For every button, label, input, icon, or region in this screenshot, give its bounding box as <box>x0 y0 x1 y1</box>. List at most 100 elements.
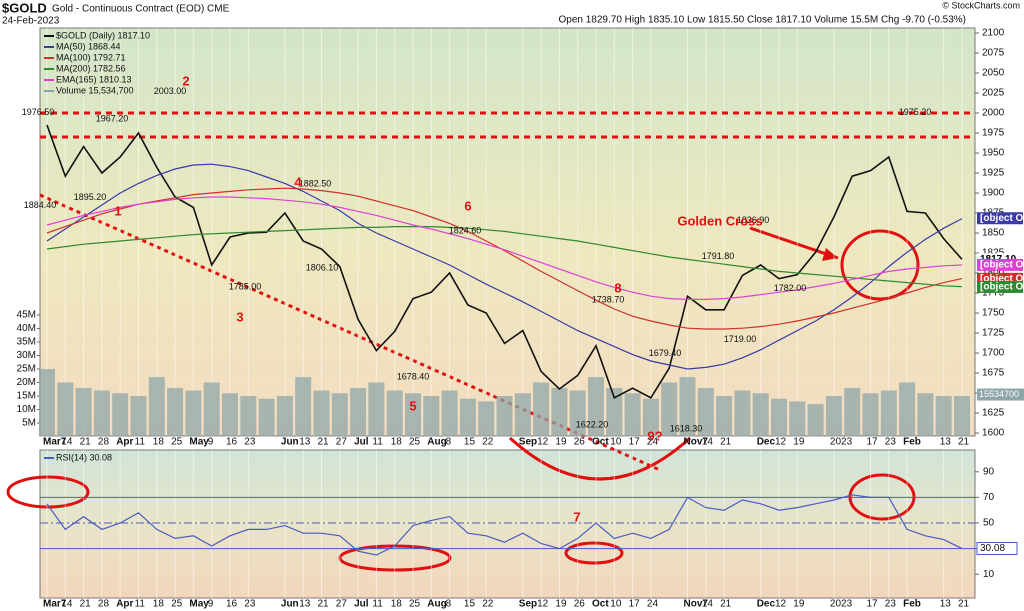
volume-bar <box>148 377 165 437</box>
volume-bar <box>258 398 275 437</box>
y2-tick-label: 10M <box>17 404 36 415</box>
volume-bar <box>844 387 861 437</box>
volume-bar <box>405 393 421 437</box>
volume-bar <box>899 382 916 437</box>
x-tick-label: 19 <box>555 599 567 610</box>
volume-bar <box>441 390 458 437</box>
legend-label: RSI(14) 30.08 <box>56 452 112 462</box>
x-tick-label: Apr <box>116 599 133 610</box>
x-tick-label: 28 <box>98 437 110 448</box>
volume-bar <box>57 382 74 437</box>
x-tick-label: 27 <box>336 599 348 610</box>
axis-tag-label: 30.08 <box>980 543 1005 554</box>
x-tick-label: 22 <box>482 437 494 448</box>
trend-line <box>39 193 661 472</box>
x-tick-label: Nov7 <box>684 437 709 448</box>
volume-bar <box>75 387 92 437</box>
x-tick-label: Feb <box>903 437 921 448</box>
volume-bar <box>734 390 751 437</box>
price-label: 1622.20 <box>576 420 609 430</box>
volume-bar <box>588 377 604 437</box>
y-tick-label: 1975 <box>982 128 1005 139</box>
x-tick-label: Jun <box>281 599 299 610</box>
x-tick-label: 28 <box>98 599 110 610</box>
y-tick-label: 1775 <box>982 288 1005 299</box>
volume-bar <box>954 396 970 437</box>
x-tick-label: 27 <box>336 437 348 448</box>
price-label: 1785.00 <box>229 281 262 291</box>
x-tick-label: Jul <box>354 437 369 448</box>
price-label: 1782.00 <box>774 283 807 293</box>
volume-bar <box>771 398 787 437</box>
y2-tick-label: 5M <box>22 418 36 429</box>
x-tick-label: Mar7 <box>43 599 67 610</box>
y2-tick-label: 45M <box>17 310 36 321</box>
price-label: 1791.80 <box>702 251 735 261</box>
x-tick-label: 22 <box>482 599 494 610</box>
volume-bar <box>313 390 330 437</box>
axis-tag <box>977 212 1023 225</box>
x-tick-label: 12 <box>537 599 549 610</box>
volume-bar <box>716 396 733 437</box>
highlight-circle <box>6 475 90 509</box>
x-tick-label: 24 <box>647 437 659 448</box>
x-tick-label: Jun <box>281 437 299 448</box>
x-tick-label: 15 <box>464 599 476 610</box>
y2-tick-label: 35M <box>17 337 36 348</box>
volume-bar <box>551 387 568 437</box>
y2-tick-label: 15M <box>17 391 36 402</box>
x-tick-label: 25 <box>409 437 421 448</box>
volume-bar <box>679 377 696 437</box>
x-tick-label: Jul <box>354 599 369 610</box>
annotation: 1 <box>114 203 121 218</box>
axis-tag <box>977 280 1023 293</box>
volume-bar <box>935 396 952 437</box>
y-tick-label: 1850 <box>982 228 1005 239</box>
price-label: 1884.40 <box>24 200 57 210</box>
x-tick-label: Apr <box>116 437 133 448</box>
price-label: 1895.20 <box>74 192 107 202</box>
annotation: Golden Cross <box>677 213 762 228</box>
x-tick-label: 18 <box>153 437 165 448</box>
x-tick-label: Aug <box>427 599 446 610</box>
y-tick-label: 10 <box>983 569 995 580</box>
annotation: 3 <box>236 309 243 324</box>
highlight-circle <box>564 541 624 565</box>
x-tick-label: 8 <box>446 599 452 610</box>
x-tick-label: 14 <box>702 599 714 610</box>
legend-label: EMA(165) 1810.13 <box>56 74 132 84</box>
volume-bar <box>112 393 129 437</box>
x-tick-label: 12 <box>775 599 787 610</box>
y-tick-label: 2100 <box>982 28 1005 39</box>
volume-bar <box>825 396 842 437</box>
x-tick-label: 23 <box>244 599 256 610</box>
rsi-panel <box>39 449 976 599</box>
x-tick-label: Nov7 <box>684 599 709 610</box>
axis-tag <box>977 258 1023 271</box>
volume-bar <box>240 396 257 437</box>
y-tick-label: 90 <box>983 466 995 477</box>
volume-bar <box>423 396 440 437</box>
x-tick-label: 17 <box>867 599 879 610</box>
x-tick-label: 23 <box>885 437 897 448</box>
x-tick-label: 26 <box>574 437 586 448</box>
x-tick-label: 26 <box>574 599 586 610</box>
price-label: 1806.10 <box>306 262 339 272</box>
x-tick-label: 13 <box>299 437 311 448</box>
x-tick-label: 21 <box>958 599 970 610</box>
axis-tag <box>977 388 1024 401</box>
x-tick-label: 10 <box>610 599 622 610</box>
x-tick-label: 9 <box>208 437 214 448</box>
x-tick-label: 17 <box>629 599 641 610</box>
volume-bar <box>697 387 714 437</box>
volume-bar <box>39 369 55 437</box>
x-tick-label: 12 <box>537 437 549 448</box>
x-tick-label: 18 <box>391 437 403 448</box>
volume-bar <box>917 393 934 437</box>
x-tick-label: Dec <box>757 437 776 448</box>
x-tick-label: 21 <box>720 437 732 448</box>
x-tick-label: 21 <box>80 437 92 448</box>
x-tick-label: 21 <box>958 437 970 448</box>
x-tick-label: 14 <box>702 437 714 448</box>
